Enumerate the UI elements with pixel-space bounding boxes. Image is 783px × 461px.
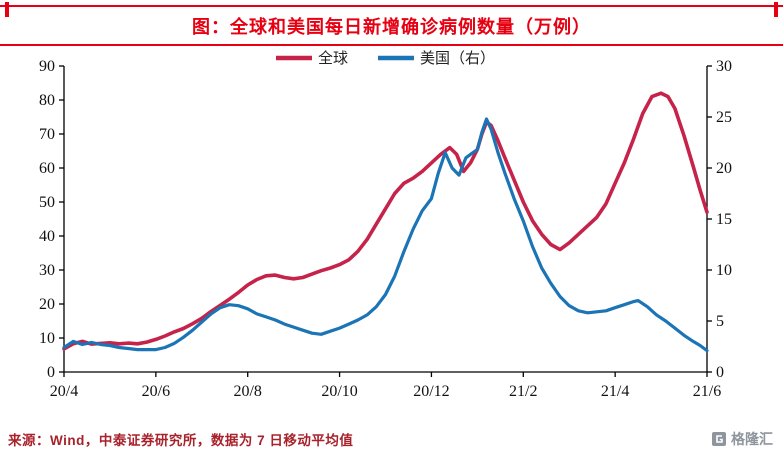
left-axis-tick-label: 30 xyxy=(39,262,55,279)
left-corner-mark xyxy=(5,2,9,17)
left-axis-tick-label: 20 xyxy=(39,296,55,313)
x-axis-tick-label: 20/4 xyxy=(50,383,78,400)
x-axis-tick-label: 20/10 xyxy=(321,383,357,400)
top-rule xyxy=(0,5,783,7)
left-axis-tick-label: 70 xyxy=(39,126,55,143)
left-axis-tick-label: 80 xyxy=(39,92,55,109)
gelonghui-logo-text: 格隆汇 xyxy=(731,431,773,447)
gelonghui-logo-icon xyxy=(712,432,726,446)
series-line-us_right xyxy=(62,117,709,353)
x-axis-tick-label: 20/6 xyxy=(142,383,170,400)
left-axis-tick-label: 40 xyxy=(39,228,55,245)
left-axis-tick-label: 50 xyxy=(39,194,55,211)
legend-label-global: 全球 xyxy=(318,49,348,67)
line-chart: 0 10 20 30 40 50 60 70 80 90 0 5 10 15 20 25 30 20/4 20/6 2… xyxy=(39,49,732,400)
chart-area: 0 10 20 30 40 50 60 70 80 90 0 5 10 15 20 25 30 20/4 20/6 2… xyxy=(0,46,783,404)
right-axis-tick-label: 20 xyxy=(716,160,732,177)
right-axis-tick-label: 25 xyxy=(716,109,732,126)
gelonghui-logo: 格隆汇 xyxy=(711,429,773,449)
chart-title: 图：全球和美国每日新增确诊病例数量（万例） xyxy=(192,17,591,37)
title-band: 图：全球和美国每日新增确诊病例数量（万例） xyxy=(0,0,783,46)
x-axis-tick-label: 20/12 xyxy=(413,383,449,400)
left-axis-tick-label: 0 xyxy=(47,364,55,381)
left-axis-tick-label: 90 xyxy=(39,58,55,75)
source-note: 来源：Wind，中泰证券研究所，数据为 7 日移动平均值 xyxy=(8,433,354,448)
right-axis-tick-label: 5 xyxy=(716,313,724,330)
left-axis-tick-label: 10 xyxy=(39,330,55,347)
footer: 来源：Wind，中泰证券研究所，数据为 7 日移动平均值 格隆汇 xyxy=(0,404,783,459)
right-corner-mark xyxy=(774,2,778,17)
right-axis-tick-label: 15 xyxy=(716,211,732,228)
legend-label-us_right: 美国（右） xyxy=(420,50,495,67)
right-axis-tick-label: 0 xyxy=(716,364,724,381)
left-axis-tick-label: 60 xyxy=(39,160,55,177)
x-axis-tick-label: 21/2 xyxy=(509,383,537,400)
right-axis-tick-label: 10 xyxy=(716,262,732,279)
series-line-global xyxy=(62,91,709,351)
x-axis-tick-label: 20/8 xyxy=(233,383,261,400)
right-axis-tick-label: 30 xyxy=(716,58,732,75)
x-axis-tick-label: 21/6 xyxy=(693,383,721,400)
title-underline xyxy=(0,44,783,46)
x-axis-tick-label: 21/4 xyxy=(601,383,629,400)
